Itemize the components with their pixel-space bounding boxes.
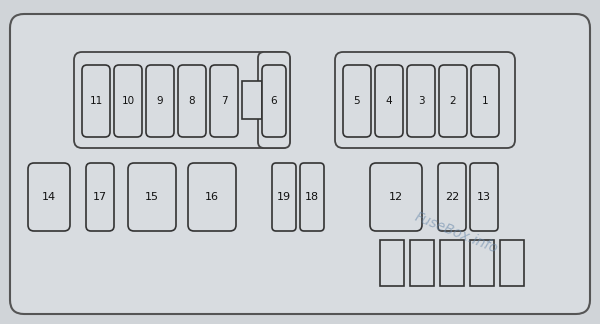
FancyBboxPatch shape [439,65,467,137]
FancyBboxPatch shape [10,14,590,314]
Text: 13: 13 [477,192,491,202]
FancyBboxPatch shape [86,163,114,231]
Text: 7: 7 [221,96,227,106]
FancyBboxPatch shape [470,163,498,231]
Bar [410,240,434,286]
FancyBboxPatch shape [375,65,403,137]
Text: 11: 11 [89,96,103,106]
FancyBboxPatch shape [258,52,290,148]
Text: 17: 17 [93,192,107,202]
FancyBboxPatch shape [82,65,110,137]
Bar [470,240,494,286]
FancyBboxPatch shape [272,163,296,231]
Text: 12: 12 [389,192,403,202]
FancyBboxPatch shape [438,163,466,231]
FancyBboxPatch shape [210,65,238,137]
Text: 22: 22 [445,192,459,202]
Text: 2: 2 [449,96,457,106]
FancyBboxPatch shape [178,65,206,137]
Text: 4: 4 [386,96,392,106]
Text: 15: 15 [145,192,159,202]
Text: 18: 18 [305,192,319,202]
Text: 3: 3 [418,96,424,106]
Text: 14: 14 [42,192,56,202]
FancyBboxPatch shape [188,163,236,231]
FancyBboxPatch shape [370,163,422,231]
FancyBboxPatch shape [128,163,176,231]
Text: FuseBox.info: FuseBox.info [412,210,500,256]
FancyBboxPatch shape [407,65,435,137]
Text: 6: 6 [271,96,277,106]
FancyBboxPatch shape [335,52,515,148]
FancyBboxPatch shape [300,163,324,231]
FancyBboxPatch shape [146,65,174,137]
Text: 10: 10 [121,96,134,106]
Text: 16: 16 [205,192,219,202]
Text: 1: 1 [482,96,488,106]
FancyBboxPatch shape [343,65,371,137]
FancyBboxPatch shape [262,65,286,137]
Text: 19: 19 [277,192,291,202]
Bar [500,240,524,286]
FancyBboxPatch shape [471,65,499,137]
Bar [440,240,464,286]
Bar [242,81,262,119]
Text: 8: 8 [188,96,196,106]
Bar [380,240,404,286]
FancyBboxPatch shape [28,163,70,231]
FancyBboxPatch shape [74,52,290,148]
Text: 9: 9 [157,96,163,106]
FancyBboxPatch shape [114,65,142,137]
Text: 5: 5 [353,96,361,106]
